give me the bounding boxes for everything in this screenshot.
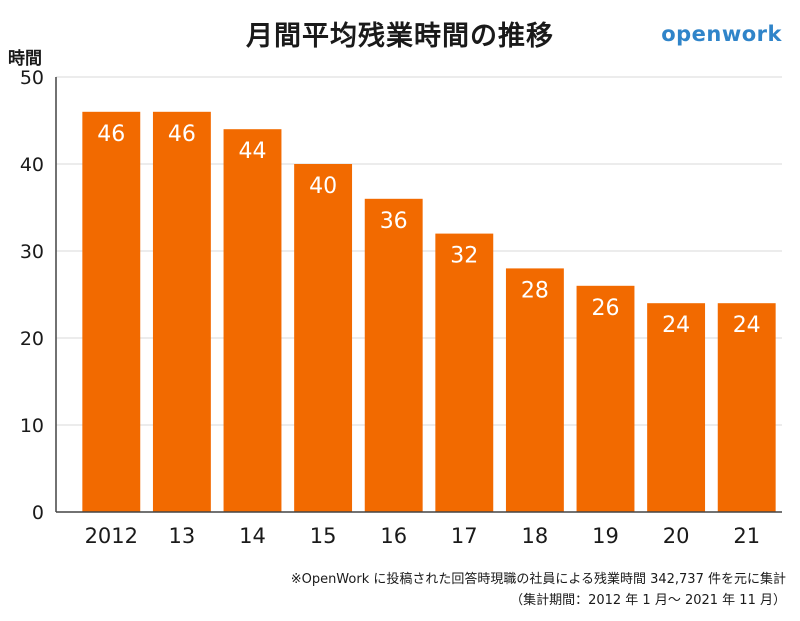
openwork-logo: openwork <box>661 22 782 46</box>
x-tick-label: 15 <box>310 524 337 548</box>
bar-data-label: 24 <box>733 313 761 338</box>
y-tick-label: 50 <box>20 67 44 89</box>
bar-data-label: 24 <box>662 313 690 338</box>
bar-data-label: 44 <box>239 139 267 164</box>
bar <box>717 303 776 512</box>
x-tick-label: 21 <box>733 524 760 548</box>
bar <box>435 233 494 512</box>
bar <box>152 111 211 513</box>
y-tick-label: 40 <box>20 154 44 176</box>
y-axis-unit-label: 時間 <box>8 49 42 69</box>
x-tick-label: 13 <box>169 524 196 548</box>
bar <box>82 111 141 513</box>
bar-data-label: 32 <box>450 244 478 269</box>
y-tick-label: 30 <box>20 241 44 263</box>
x-tick-label: 20 <box>663 524 690 548</box>
bar <box>505 268 564 512</box>
bar-data-label: 36 <box>380 209 408 234</box>
x-tick-label: 14 <box>239 524 266 548</box>
x-tick-label: 2012 <box>85 524 138 548</box>
period-note: （集計期間：2012 年 1 月〜 2021 年 11 月） <box>510 593 786 608</box>
bar-data-label: 26 <box>592 296 620 321</box>
bar-data-label: 28 <box>521 278 549 303</box>
bar-data-label: 46 <box>97 122 125 147</box>
y-tick-label: 10 <box>20 415 44 437</box>
chart-title: 月間平均残業時間の推移 <box>246 21 554 52</box>
y-tick-label: 0 <box>32 502 44 524</box>
bar-data-label: 40 <box>309 174 337 199</box>
bar <box>223 129 282 512</box>
bar <box>294 164 353 512</box>
x-tick-label: 16 <box>380 524 407 548</box>
x-tick-label: 18 <box>522 524 549 548</box>
bar <box>576 285 635 512</box>
x-tick-label: 17 <box>451 524 478 548</box>
source-note: ※OpenWork に投稿された回答時現職の社員による残業時間 342,737 … <box>290 572 786 587</box>
y-tick-label: 20 <box>20 328 44 350</box>
x-tick-label: 19 <box>592 524 619 548</box>
bar-data-label: 46 <box>168 122 196 147</box>
bar <box>647 303 706 512</box>
bar <box>364 198 423 513</box>
